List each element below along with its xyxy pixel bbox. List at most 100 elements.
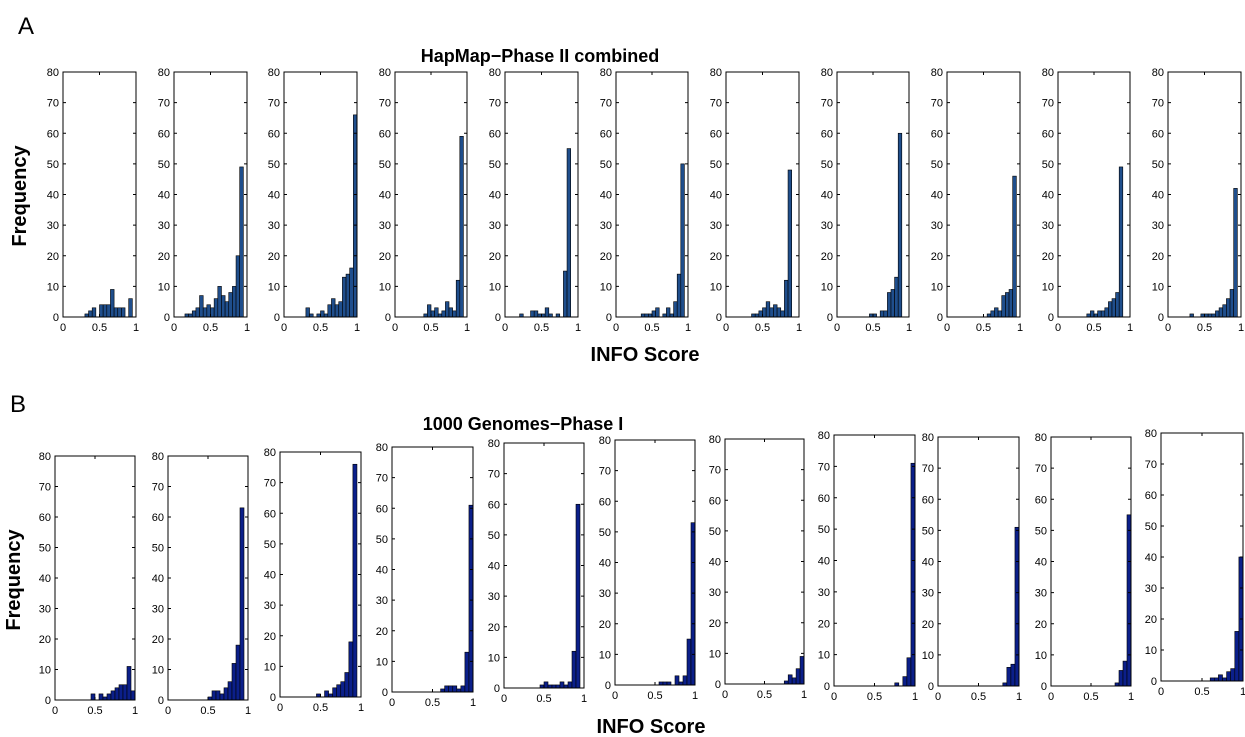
y-tick-label: 20 [152, 634, 164, 646]
y-tick-label: 50 [818, 524, 830, 536]
y-tick-label: 70 [1152, 98, 1164, 110]
y-tick-label: 60 [39, 512, 51, 524]
y-tick-label: 70 [931, 98, 943, 110]
y-tick-label: 20 [1145, 614, 1157, 626]
panel-a-subplot: 0 10 20 30 40 50 60 70 80 0 0.5 1 [489, 67, 581, 334]
histogram-bar [239, 166, 244, 318]
histogram-bar [879, 310, 885, 318]
y-tick-label: 40 [264, 570, 276, 582]
y-tick-label: 10 [818, 650, 830, 662]
panel-a-title: HapMap−Phase II combined [421, 46, 660, 66]
histogram-bar [890, 289, 895, 318]
y-tick-label: 60 [379, 128, 391, 140]
y-tick-label: 20 [821, 251, 833, 263]
y-tick-label: 0 [716, 312, 722, 324]
x-tick-label: 1 [685, 322, 691, 334]
y-tick-label: 70 [709, 465, 721, 477]
x-tick-label: 0 [944, 322, 950, 334]
y-tick-label: 70 [818, 461, 830, 473]
y-tick-label: 60 [47, 128, 59, 140]
x-tick-label: 1 [1128, 691, 1134, 703]
y-tick-label: 60 [931, 128, 943, 140]
x-tick-label: 0 [389, 697, 395, 709]
histogram-bar [1126, 514, 1132, 687]
histogram-bar [906, 657, 912, 687]
x-tick-label: 1 [1017, 322, 1023, 334]
histogram-bar [344, 672, 350, 698]
y-tick-label: 50 [600, 159, 612, 171]
y-tick-label: 0 [824, 681, 830, 693]
histogram-bar [559, 681, 565, 689]
y-tick-label: 50 [1145, 521, 1157, 533]
histogram-bar [910, 462, 916, 687]
histogram-bar [543, 681, 549, 689]
y-tick-label: 10 [710, 281, 722, 293]
x-tick-label: 0.5 [647, 690, 662, 702]
histogram-bar [1233, 188, 1238, 318]
y-tick-label: 10 [47, 281, 59, 293]
histogram-bar [336, 684, 342, 698]
panel-a-subplot: 0 10 20 30 40 50 60 70 80 0 0.5 1 [821, 67, 912, 334]
y-tick-label: 20 [158, 251, 170, 263]
histogram-bar [787, 674, 793, 685]
y-tick-label: 50 [1042, 159, 1054, 171]
histogram-bar [776, 307, 782, 318]
y-tick-label: 40 [1035, 557, 1047, 569]
y-tick-label: 80 [158, 67, 170, 79]
y-tick-label: 80 [39, 451, 51, 463]
y-tick-label: 40 [379, 190, 391, 202]
y-tick-label: 0 [382, 687, 388, 699]
y-tick-label: 80 [488, 438, 500, 450]
histogram-bar [676, 273, 682, 318]
histogram-bar [231, 663, 237, 701]
y-tick-label: 70 [488, 469, 500, 481]
y-tick-label: 0 [715, 679, 721, 691]
y-tick-label: 40 [599, 558, 611, 570]
histogram-bar [990, 310, 995, 318]
panel-b-letter: B [10, 391, 26, 418]
axes-background [174, 72, 247, 317]
x-tick-label: 0.5 [1086, 322, 1101, 334]
y-tick-label: 40 [1042, 190, 1054, 202]
y-tick-label: 30 [599, 588, 611, 600]
y-tick-label: 70 [922, 463, 934, 475]
histogram-bar [210, 307, 215, 318]
y-tick-label: 20 [931, 251, 943, 263]
histogram-bar [530, 310, 535, 318]
x-tick-label: 1 [133, 322, 139, 334]
panel-a-subplot: 0 10 20 30 40 50 60 70 80 0 0.5 1 [1042, 67, 1133, 334]
y-tick-label: 80 [931, 67, 943, 79]
y-tick-label: 60 [264, 508, 276, 520]
histogram-bar [448, 685, 454, 693]
histogram-bar [211, 690, 217, 701]
panel-b-subplot: 0 10 20 30 40 50 60 70 80 0 0.5 1 [709, 434, 807, 701]
histogram-bar [434, 307, 439, 318]
y-tick-label: 30 [488, 591, 500, 603]
histogram-bar [1001, 295, 1006, 318]
histogram-bar [1229, 289, 1235, 318]
x-tick-label: 0.5 [976, 322, 991, 334]
y-tick-label: 0 [1041, 681, 1047, 693]
y-tick-label: 80 [1152, 67, 1164, 79]
x-tick-label: 1 [1240, 686, 1245, 698]
histogram-bar [219, 693, 225, 701]
histogram-bar [1090, 310, 1095, 318]
histogram-bar [117, 307, 122, 318]
x-tick-label: 0 [834, 322, 840, 334]
histogram-bar [1215, 310, 1220, 318]
x-tick-label: 0.5 [534, 322, 549, 334]
y-tick-label: 30 [47, 220, 59, 232]
y-tick-label: 40 [922, 557, 934, 569]
histogram-bar [224, 301, 230, 318]
panel-a-subplot: 0 10 20 30 40 50 60 70 80 0 0.5 1 [268, 67, 360, 334]
x-tick-label: 0.5 [1194, 686, 1209, 698]
x-tick-label: 1 [796, 322, 802, 334]
y-tick-label: 70 [821, 98, 833, 110]
y-tick-label: 40 [39, 573, 51, 585]
panel-a-subplot: 0 10 20 30 40 50 60 70 80 0 0.5 1 [931, 67, 1023, 334]
histogram-bar [1005, 292, 1010, 318]
x-tick-label: 1 [358, 702, 364, 714]
y-tick-label: 40 [709, 557, 721, 569]
panel-a-subplot: 0 10 20 30 40 50 60 70 80 0 0.5 1 [710, 67, 802, 334]
